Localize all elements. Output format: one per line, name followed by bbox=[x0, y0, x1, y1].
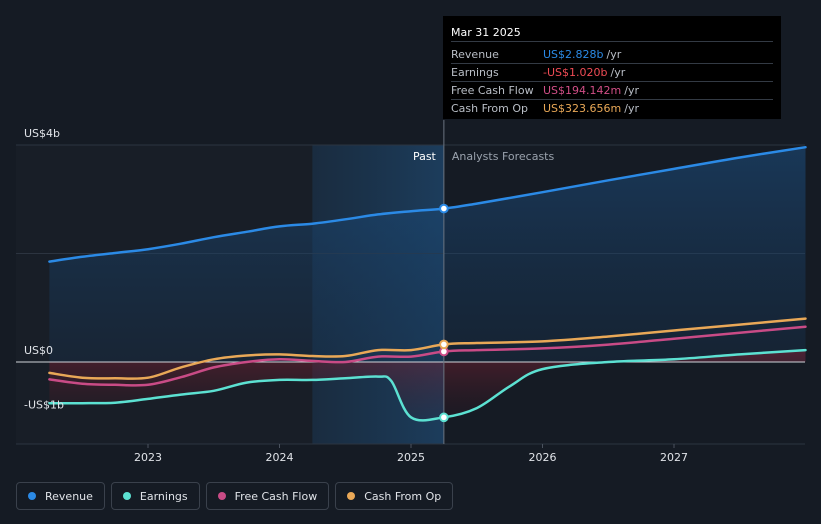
tooltip-unit: /yr bbox=[610, 66, 626, 79]
revenue-area bbox=[49, 147, 806, 362]
series-line-free-cash-flow bbox=[48, 325, 807, 387]
tooltip-label: Earnings bbox=[451, 66, 499, 79]
series-line-cash-from-op bbox=[48, 317, 807, 380]
marker-cash-from-op bbox=[439, 339, 449, 350]
legend-label: Earnings bbox=[139, 489, 188, 503]
legend-label: Revenue bbox=[45, 489, 93, 503]
series-line-earnings bbox=[48, 348, 807, 422]
tooltip-label: Cash From Op bbox=[451, 102, 529, 115]
legend-item-cash-from-op[interactable]: Cash From Op bbox=[335, 482, 454, 510]
x-tick-label: 2023 bbox=[134, 451, 162, 464]
y-tick-label: -US$1b bbox=[24, 398, 64, 411]
legend-dot-icon bbox=[122, 492, 131, 500]
tooltip-row: Revenue US$2.828b/yr bbox=[451, 46, 773, 64]
tooltip-row: Cash From Op US$323.656m/yr bbox=[451, 100, 773, 117]
tooltip-row: Free Cash Flow US$194.142m/yr bbox=[451, 82, 773, 100]
tooltip-unit: /yr bbox=[624, 84, 639, 97]
forecast-label: Analysts Forecasts bbox=[452, 150, 555, 163]
tooltip-label: Revenue bbox=[451, 48, 499, 61]
tooltip-label: Free Cash Flow bbox=[451, 84, 534, 97]
marker-earnings bbox=[439, 412, 449, 423]
tooltip-value: US$194.142m bbox=[543, 84, 622, 97]
legend-item-revenue[interactable]: Revenue bbox=[16, 482, 105, 510]
y-tick-label: US$4b bbox=[24, 127, 60, 140]
tooltip: Mar 31 2025 Revenue US$2.828b/yr Earnings -… bbox=[443, 16, 781, 119]
legend-dot-icon bbox=[217, 492, 226, 500]
legend-dot-icon bbox=[347, 492, 356, 500]
x-tick-label: 2025 bbox=[397, 451, 425, 464]
earnings-area bbox=[49, 350, 806, 421]
tooltip-date: Mar 31 2025 bbox=[451, 24, 773, 42]
y-tick-label: US$0 bbox=[24, 344, 53, 357]
tooltip-unit: /yr bbox=[606, 48, 622, 61]
legend-item-earnings[interactable]: Earnings bbox=[110, 482, 200, 510]
legend-label: Cash From Op bbox=[364, 489, 442, 503]
legend: Revenue Earnings Free Cash Flow Cash From O… bbox=[16, 482, 454, 510]
legend-dot-icon bbox=[28, 492, 36, 500]
tooltip-value: -US$1.020b bbox=[543, 66, 608, 79]
past-label: Past bbox=[413, 150, 437, 163]
marker-revenue bbox=[439, 203, 449, 214]
x-tick-label: 2024 bbox=[266, 451, 294, 464]
tooltip-value: US$2.828b bbox=[543, 48, 604, 61]
tooltip-unit: /yr bbox=[624, 102, 639, 115]
tooltip-row: Earnings -US$1.020b/yr bbox=[451, 64, 773, 82]
x-tick-label: 2026 bbox=[529, 451, 557, 464]
tooltip-value: US$323.656m bbox=[543, 102, 622, 115]
legend-item-free-cash-flow[interactable]: Free Cash Flow bbox=[205, 482, 330, 510]
legend-label: Free Cash Flow bbox=[234, 489, 318, 503]
x-tick-label: 2027 bbox=[660, 451, 688, 464]
series-line-revenue bbox=[48, 145, 807, 263]
